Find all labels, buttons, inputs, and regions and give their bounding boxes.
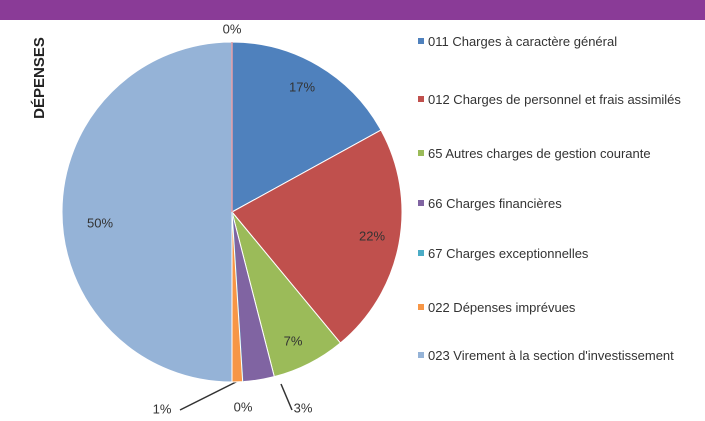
data-label: 0%: [223, 21, 242, 36]
data-label: 50%: [87, 215, 113, 230]
legend-label: 65 Autres charges de gestion courante: [428, 146, 651, 161]
legend-item: 65 Autres charges de gestion courante: [418, 146, 688, 162]
legend-label: 67 Charges exceptionnelles: [428, 246, 589, 261]
legend-swatch: [418, 352, 424, 358]
legend-label: 012 Charges de personnel et frais assimi…: [428, 92, 681, 107]
legend-item: 023 Virement à la section d'investisseme…: [418, 348, 688, 364]
pie-slice: [231, 129, 403, 344]
legend-label: 023 Virement à la section d'investisseme…: [428, 348, 674, 363]
legend-label: 022 Dépenses imprévues: [428, 300, 576, 315]
data-label: 3%: [294, 400, 313, 415]
legend-label: 011 Charges à caractère général: [428, 34, 618, 49]
data-label: 22%: [359, 228, 385, 243]
data-label: 0%: [234, 399, 253, 414]
legend-swatch: [418, 38, 424, 44]
legend-swatch: [418, 96, 424, 102]
legend-swatch: [418, 250, 424, 256]
legend-item: 66 Charges financières: [418, 196, 688, 212]
legend-swatch: [418, 150, 424, 156]
data-label: 1%: [153, 401, 172, 416]
data-label: 7%: [284, 333, 303, 348]
leader-line: [280, 383, 293, 411]
legend-swatch: [418, 304, 424, 310]
header-bar: [0, 0, 705, 20]
legend-label: 66 Charges financières: [428, 196, 562, 211]
chart-title: DÉPENSES: [31, 37, 48, 119]
legend-item: 67 Charges exceptionnelles: [418, 246, 688, 262]
legend-item: 012 Charges de personnel et frais assimi…: [418, 92, 688, 108]
legend-item: 022 Dépenses imprévues: [418, 300, 688, 316]
legend-swatch: [418, 200, 424, 206]
pie-slice: [61, 41, 233, 383]
pie-slice: [231, 41, 382, 213]
legend-item: 011 Charges à caractère général: [418, 34, 688, 50]
leader-line: [179, 380, 239, 411]
data-label: 17%: [289, 79, 315, 94]
